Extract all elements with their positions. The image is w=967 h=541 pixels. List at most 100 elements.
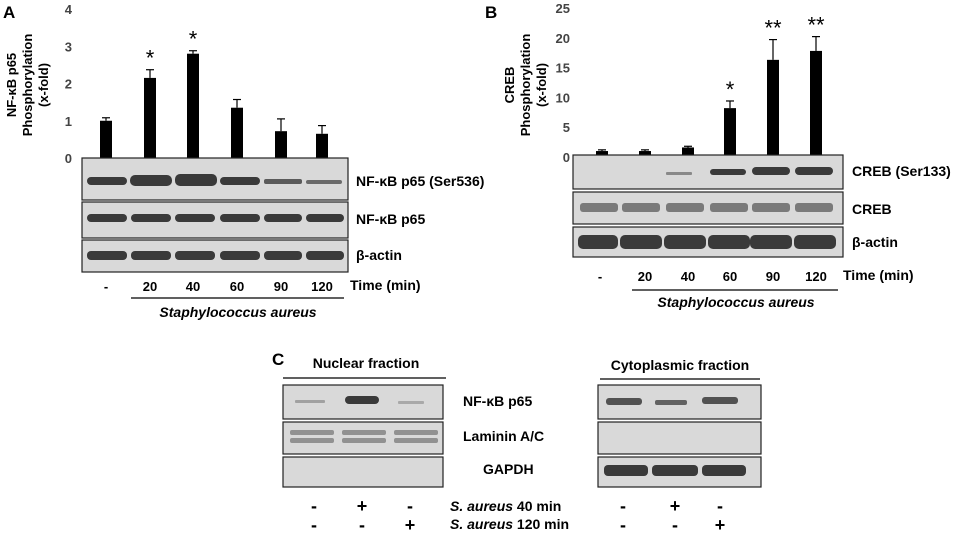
panel-a-ytick: 2 xyxy=(65,77,72,92)
band xyxy=(342,438,386,443)
panel-b-letter: B xyxy=(485,3,497,22)
panel-b-ylabel-line2: Phosphorylation xyxy=(518,34,533,137)
band xyxy=(264,251,302,260)
panel-a-bar xyxy=(100,120,112,158)
panel-b-blot-2-label: CREB xyxy=(852,201,892,217)
band xyxy=(342,430,386,435)
band xyxy=(620,235,662,249)
band xyxy=(175,251,215,260)
band xyxy=(702,397,738,404)
band xyxy=(606,398,642,405)
band xyxy=(130,175,172,186)
treatment-sign: + xyxy=(715,515,726,535)
panel-a-ytick: 1 xyxy=(65,114,72,129)
panel-c-row2-rest: 120 min xyxy=(513,516,569,532)
panel-b-bar xyxy=(724,108,736,157)
panel-b-bar xyxy=(767,59,779,157)
panel-a-bar xyxy=(231,107,243,158)
panel-a-significance: * xyxy=(189,27,198,52)
treatment-sign: - xyxy=(311,515,317,535)
panel-a-ytick: 0 xyxy=(65,151,72,166)
panel-a-blot-2 xyxy=(81,201,349,239)
blot-bands xyxy=(87,174,342,186)
treatment-sign: - xyxy=(672,515,678,535)
treatment-sign: + xyxy=(670,496,681,516)
panel-b-bar xyxy=(810,50,822,157)
band xyxy=(87,214,127,222)
blot-bands xyxy=(578,235,836,249)
cytoplasmic-blot-3 xyxy=(597,456,762,488)
panel-c-blot-3-label: GAPDH xyxy=(483,461,534,477)
panel-a-blot-3-label: β-actin xyxy=(356,247,402,263)
panel-b-significance: * xyxy=(726,77,735,102)
band xyxy=(604,465,648,476)
panel-b-lane-label: 60 xyxy=(723,269,737,284)
blot-bands xyxy=(606,397,738,405)
panel-a-bar xyxy=(316,133,328,158)
band xyxy=(345,396,379,404)
band xyxy=(131,214,171,222)
band xyxy=(655,400,687,405)
band xyxy=(175,174,217,186)
treatment-sign: + xyxy=(405,515,416,535)
panel-c-row1-label: S. aureus 40 min xyxy=(450,498,561,514)
band xyxy=(622,203,660,212)
band xyxy=(708,235,750,249)
band xyxy=(795,167,833,175)
panel-a-ylabel: NF-κB p65 Phosphorylation (x-fold) xyxy=(4,34,51,137)
band xyxy=(652,465,698,476)
panel-c-row1-italic: S. aureus xyxy=(450,498,513,514)
band xyxy=(306,180,342,184)
panel-b-ylabel: CREB Phosphorylation (x-fold) xyxy=(502,34,549,137)
panel-b-bar xyxy=(639,151,651,157)
panel-a-lanes: - 20 40 60 90 120 xyxy=(104,279,333,294)
treatment-sign: + xyxy=(357,496,368,516)
band xyxy=(131,251,171,260)
band xyxy=(394,430,438,435)
treatment-sign: - xyxy=(717,496,723,516)
panel-a-treatment: Staphylococcus aureus xyxy=(159,304,316,320)
panel-a-blot-2-label: NF-κB p65 xyxy=(356,211,425,227)
band xyxy=(306,214,344,222)
band xyxy=(710,169,746,175)
panel-a-blot-1 xyxy=(81,157,349,201)
treatment-sign: - xyxy=(620,496,626,516)
panel-a-lane-label: 40 xyxy=(186,279,200,294)
panel-b-blot-3 xyxy=(572,226,844,258)
panel-b-lane-label: 90 xyxy=(766,269,780,284)
panel-a-ylabel-line3: (x-fold) xyxy=(36,63,51,107)
panel-a-bar xyxy=(144,77,156,158)
band xyxy=(750,235,792,249)
panel-a-lane-label: 60 xyxy=(230,279,244,294)
panel-b-significance: ** xyxy=(807,13,825,38)
band xyxy=(264,179,302,184)
panel-b-ylabel-line1: CREB xyxy=(502,67,517,104)
panel-c-blot-1-label: NF-κB p65 xyxy=(463,393,532,409)
blot-bands xyxy=(666,167,833,175)
blot-bands xyxy=(290,430,438,443)
panel-a-ytick: 3 xyxy=(65,39,72,54)
panel-b-lane-label: 40 xyxy=(681,269,695,284)
band xyxy=(580,203,618,212)
panel-b-ylabel-line3: (x-fold) xyxy=(534,63,549,107)
panel-a-lane-label: 20 xyxy=(143,279,157,294)
band xyxy=(220,251,260,260)
band xyxy=(220,214,260,222)
nuclear-blot-1 xyxy=(282,384,444,420)
cytoplasmic-blot-1 xyxy=(597,384,762,420)
panel-c-signs: - -+ +- -- -- -+ + xyxy=(311,496,725,535)
band xyxy=(664,235,706,249)
band xyxy=(295,400,325,403)
panel-a-ytick: 4 xyxy=(65,2,73,17)
band xyxy=(795,203,833,212)
panel-c-blot-2-label: Laminin A/C xyxy=(463,428,544,444)
panel-a-lane-label: 90 xyxy=(274,279,288,294)
band xyxy=(794,235,836,249)
panel-b-ytick: 5 xyxy=(563,120,570,135)
panel-b-time-label: Time (min) xyxy=(843,267,914,283)
panel-b-lane-label: 20 xyxy=(638,269,652,284)
panel-c-row2-italic: S. aureus xyxy=(450,516,513,532)
